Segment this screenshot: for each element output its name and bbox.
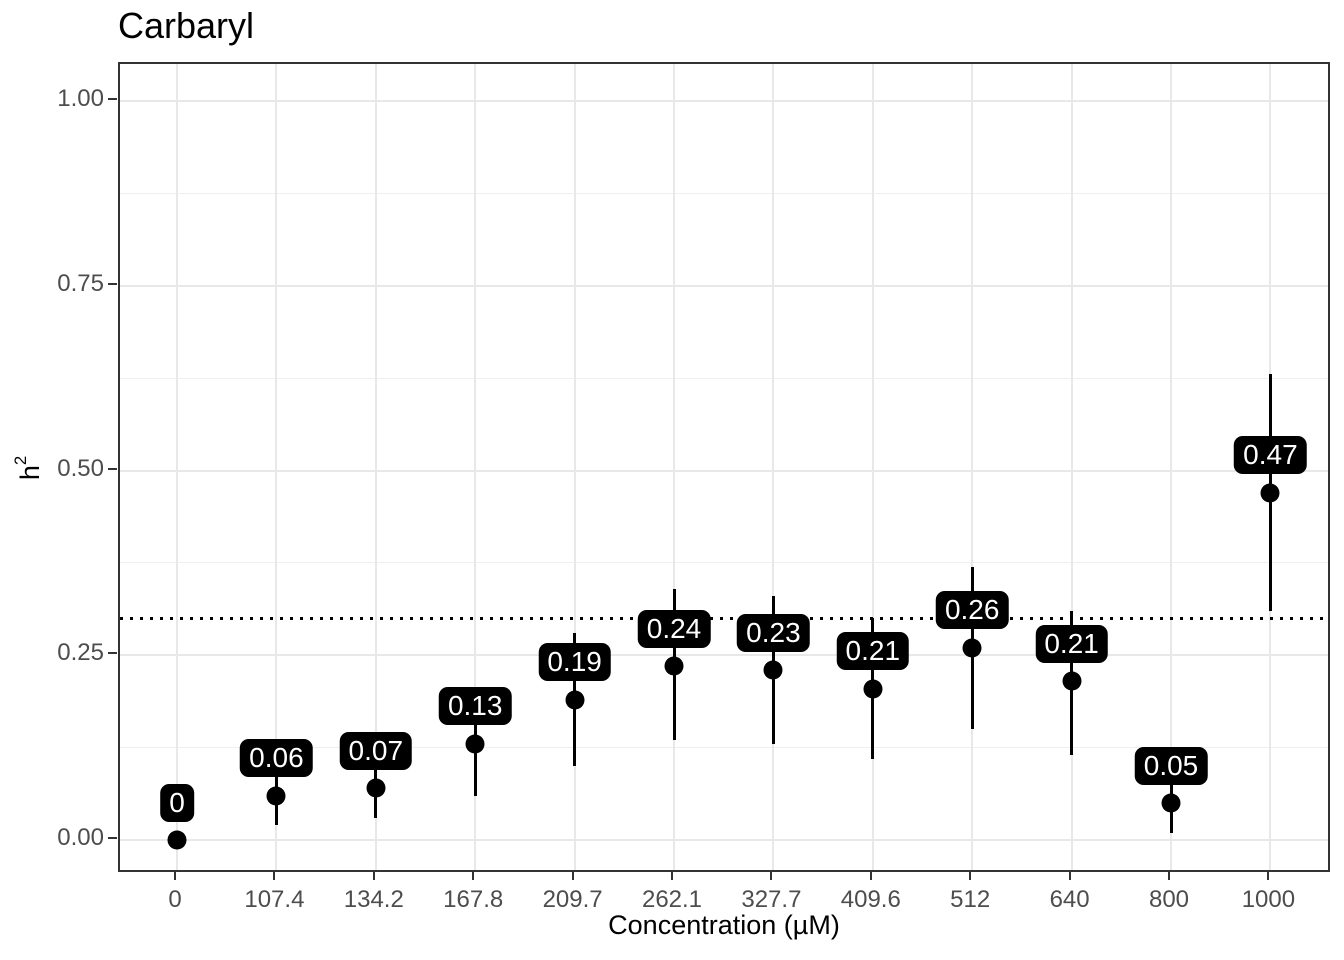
gridline-horizontal-minor bbox=[120, 562, 1328, 564]
plot-title: Carbaryl bbox=[118, 5, 255, 46]
gridline-vertical bbox=[176, 64, 178, 870]
data-point bbox=[863, 679, 883, 698]
x-axis-tick bbox=[770, 872, 773, 880]
gridline-horizontal-major bbox=[120, 469, 1328, 472]
gridline-horizontal-minor bbox=[120, 377, 1328, 379]
x-axis-tick bbox=[174, 872, 176, 880]
data-point bbox=[565, 690, 585, 710]
point-value-label: 0.05 bbox=[1134, 746, 1208, 785]
x-axis-tick bbox=[273, 872, 276, 880]
gridline-horizontal-major bbox=[120, 100, 1328, 102]
x-axis-tick bbox=[1267, 872, 1270, 880]
x-axis-tick bbox=[372, 872, 375, 880]
x-axis-tick bbox=[472, 872, 475, 880]
point-value-label: 0.06 bbox=[240, 739, 313, 778]
gridline-horizontal-major bbox=[120, 284, 1328, 287]
y-tick-label: 0.00 bbox=[57, 824, 104, 851]
x-tick-label: 0 bbox=[168, 886, 182, 913]
data-point bbox=[962, 638, 982, 658]
x-tick-label: 167.8 bbox=[443, 886, 504, 913]
gridline-vertical bbox=[673, 64, 675, 870]
y-axis-tick bbox=[108, 652, 117, 655]
point-value-label: 0.23 bbox=[737, 613, 810, 652]
point-value-label: 0.19 bbox=[538, 643, 611, 682]
x-axis-tick bbox=[869, 872, 872, 880]
gridline-vertical bbox=[275, 64, 278, 870]
x-axis-tick bbox=[671, 872, 673, 880]
gridline-vertical bbox=[772, 64, 775, 870]
x-tick-label: 262.1 bbox=[641, 886, 703, 913]
y-tick-label: 0.25 bbox=[57, 639, 104, 667]
y-tick-label: 0.75 bbox=[57, 269, 104, 297]
data-point bbox=[465, 734, 485, 754]
point-value-label: 0.21 bbox=[1035, 624, 1108, 663]
data-point bbox=[1062, 671, 1082, 691]
data-point bbox=[167, 830, 187, 850]
gridline-vertical bbox=[374, 64, 377, 870]
gridline-horizontal-major bbox=[120, 654, 1328, 657]
x-tick-label: 1000 bbox=[1241, 886, 1296, 913]
gridline-horizontal-major bbox=[120, 839, 1328, 841]
data-point bbox=[664, 656, 684, 676]
point-value-label: 0.07 bbox=[339, 731, 413, 770]
y-tick-label: 0.50 bbox=[57, 454, 104, 482]
x-axis-tick bbox=[571, 872, 574, 880]
gridline-vertical bbox=[1070, 64, 1073, 870]
x-tick-label: 409.6 bbox=[840, 886, 901, 913]
point-value-label: 0.21 bbox=[836, 632, 910, 670]
gridline-vertical bbox=[474, 64, 477, 870]
y-axis-tick bbox=[108, 98, 117, 100]
data-point bbox=[366, 778, 386, 798]
y-tick-label: 1.00 bbox=[57, 85, 104, 112]
x-tick-label: 640 bbox=[1049, 886, 1090, 913]
data-point bbox=[1161, 793, 1181, 813]
y-axis-tick bbox=[108, 467, 117, 470]
x-axis-tick bbox=[969, 872, 972, 880]
x-tick-label: 800 bbox=[1148, 886, 1190, 913]
point-value-label: 0.26 bbox=[935, 591, 1009, 630]
point-value-label: 0 bbox=[160, 783, 194, 822]
x-tick-label: 512 bbox=[950, 886, 991, 913]
x-axis-tick bbox=[1168, 872, 1170, 880]
gridline-vertical bbox=[1170, 64, 1172, 870]
x-tick-label: 107.4 bbox=[244, 886, 305, 913]
plot-panel: 0 0.06 0.07 0.13 0.19 0.24 0.23 0.21 0.26 0.21 0.0… bbox=[118, 62, 1330, 872]
x-axis-tick bbox=[1068, 872, 1071, 880]
gridline-vertical bbox=[871, 64, 874, 870]
data-point bbox=[266, 786, 286, 806]
x-tick-label: 327.7 bbox=[741, 886, 802, 913]
y-axis-tick bbox=[108, 282, 117, 285]
y-axis-tick bbox=[108, 837, 117, 839]
point-value-label: 0.24 bbox=[637, 609, 711, 648]
x-axis-title: Concentration (µM) bbox=[608, 910, 840, 940]
data-point bbox=[1260, 483, 1280, 503]
gridline-vertical bbox=[971, 64, 974, 870]
point-value-label: 0.47 bbox=[1234, 436, 1307, 475]
x-tick-label: 134.2 bbox=[343, 886, 404, 913]
gridline-horizontal-minor bbox=[120, 192, 1328, 194]
gridline-horizontal-minor bbox=[120, 747, 1328, 749]
x-tick-label: 209.7 bbox=[542, 886, 603, 913]
point-value-label: 0.13 bbox=[438, 687, 512, 726]
reference-line bbox=[120, 616, 1328, 620]
data-point bbox=[763, 660, 783, 680]
gridline-vertical bbox=[573, 64, 576, 870]
